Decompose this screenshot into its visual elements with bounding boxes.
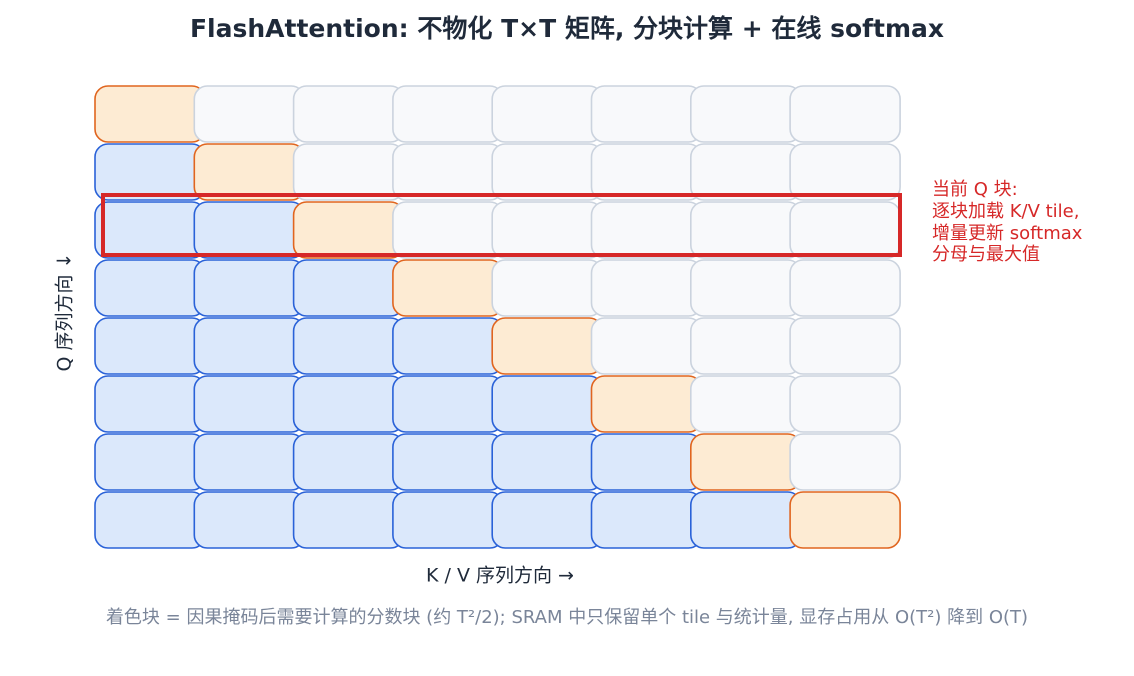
y-axis-label: Q 序列方向 ↓ [54, 253, 76, 372]
masked-tile [789, 259, 901, 317]
masked-tile [193, 85, 306, 143]
computed-tile [94, 317, 206, 375]
footnote: 着色块 = 因果掩码后需要计算的分数块 (约 T²/2); SRAM 中只保留单… [106, 607, 1028, 628]
masked-tile [689, 143, 802, 201]
computed-tile [94, 201, 206, 259]
masked-tile [590, 201, 703, 259]
masked-tile [590, 317, 703, 375]
masked-tile [789, 375, 901, 433]
masked-tile [491, 85, 604, 143]
x-axis-label: K / V 序列方向 → [426, 565, 574, 587]
computed-tile [94, 491, 206, 549]
title: FlashAttention: 不物化 T×T 矩阵, 分块计算 + 在线 so… [190, 14, 944, 43]
computed-tile [292, 433, 405, 491]
masked-tile [491, 259, 604, 317]
computed-tile [689, 491, 802, 549]
masked-tile [590, 85, 703, 143]
masked-tile [292, 85, 405, 143]
annotation: 当前 Q 块: 逐块加载 K/V tile, 增量更新 softmax 分母与最… [932, 179, 1083, 265]
computed-tile [292, 375, 405, 433]
masked-tile [491, 201, 604, 259]
masked-tile [689, 375, 802, 433]
diagonal-tile [292, 201, 405, 259]
computed-tile [491, 375, 604, 433]
diagonal-tile [689, 433, 802, 491]
current-q-block [101, 193, 902, 257]
annotation-line: 分母与最大值 [932, 244, 1040, 265]
masked-tile [689, 85, 802, 143]
computed-tile [193, 259, 306, 317]
computed-tile [590, 433, 703, 491]
masked-tile [789, 433, 901, 491]
computed-tile [193, 375, 306, 433]
computed-tile [392, 375, 504, 433]
diagonal-tile [491, 317, 604, 375]
masked-tile [590, 259, 703, 317]
masked-tile [491, 143, 604, 201]
computed-tile [193, 491, 306, 549]
diagonal-tile [392, 259, 504, 317]
masked-tile [590, 143, 703, 201]
masked-tile [689, 201, 802, 259]
computed-tile [491, 491, 604, 549]
computed-tile [590, 491, 703, 549]
computed-tile [193, 201, 306, 259]
masked-tile [392, 201, 504, 259]
computed-tile [292, 317, 405, 375]
masked-tile [789, 317, 901, 375]
computed-tile [292, 491, 405, 549]
tile-grid [94, 85, 901, 549]
computed-tile [94, 259, 206, 317]
diagonal-tile [590, 375, 703, 433]
masked-tile [789, 85, 901, 143]
computed-tile [392, 317, 504, 375]
computed-tile [392, 491, 504, 549]
annotation-line: 增量更新 softmax [932, 223, 1083, 244]
computed-tile [94, 375, 206, 433]
computed-tile [392, 433, 504, 491]
computed-tile [193, 433, 306, 491]
computed-tile [94, 143, 206, 201]
annotation-line: 逐块加载 K/V tile, [932, 201, 1079, 222]
masked-tile [689, 317, 802, 375]
masked-tile [689, 259, 802, 317]
computed-tile [491, 433, 604, 491]
masked-tile [392, 143, 504, 201]
annotation-line: 当前 Q 块: [932, 179, 1018, 200]
masked-tile [789, 143, 901, 201]
masked-tile [292, 143, 405, 201]
diagonal-tile [193, 143, 306, 201]
diagonal-tile [789, 491, 901, 549]
masked-tile [789, 201, 901, 259]
masked-tile [392, 85, 504, 143]
computed-tile [94, 433, 206, 491]
computed-tile [193, 317, 306, 375]
computed-tile [292, 259, 405, 317]
diagonal-tile [94, 85, 206, 143]
